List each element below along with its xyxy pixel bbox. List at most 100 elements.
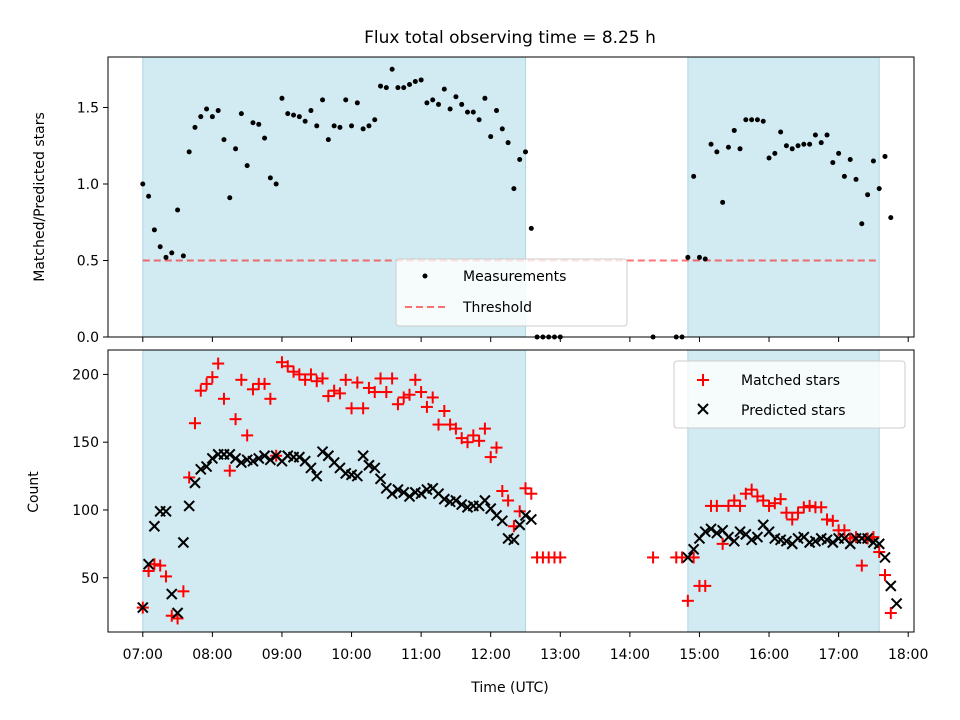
predicted-stars-point bbox=[728, 535, 740, 547]
matched-stars-point bbox=[728, 494, 741, 507]
matched-stars-point bbox=[449, 422, 462, 435]
matched-stars-point bbox=[281, 360, 294, 373]
matched-stars-point bbox=[681, 594, 694, 607]
matched-stars-point bbox=[304, 368, 317, 381]
matched-stars-point bbox=[351, 376, 364, 389]
measurement-point bbox=[807, 141, 813, 147]
ratio-y-tick-label: 0.5 bbox=[77, 253, 99, 269]
measurement-point bbox=[186, 149, 192, 155]
legend-matched-marker bbox=[697, 374, 709, 386]
count-y-axis-label: Count bbox=[26, 471, 42, 513]
matched-stars-point bbox=[310, 375, 323, 388]
matched-stars-point bbox=[763, 499, 776, 512]
matched-stars-point bbox=[467, 429, 480, 442]
predicted-stars-point bbox=[705, 523, 717, 535]
matched-stars-point bbox=[513, 505, 526, 518]
measurement-point bbox=[870, 158, 876, 164]
measurement-point bbox=[430, 97, 436, 103]
matched-stars-point bbox=[734, 499, 747, 512]
measurement-point bbox=[366, 123, 372, 129]
predicted-stars-point bbox=[496, 515, 509, 527]
matched-stars-point bbox=[844, 532, 857, 545]
measurement-point bbox=[354, 100, 360, 106]
x-tick-label: 11:00 bbox=[401, 647, 441, 663]
measurement-point bbox=[325, 137, 331, 143]
matched-stars-point bbox=[426, 391, 439, 404]
predicted-stars-point bbox=[166, 588, 178, 600]
matched-stars-point bbox=[699, 579, 712, 592]
matched-stars-point bbox=[142, 564, 155, 577]
matched-stars-point bbox=[502, 494, 515, 507]
matched-stars-point bbox=[716, 537, 729, 550]
predicted-stars-point bbox=[519, 509, 532, 522]
predicted-stars-point bbox=[479, 494, 491, 507]
measurement-point bbox=[505, 140, 511, 146]
measurement-point bbox=[714, 149, 720, 155]
count-y-tick-label: 50 bbox=[81, 571, 99, 587]
matched-stars-point bbox=[322, 390, 335, 403]
predicted-stars-point bbox=[253, 452, 265, 465]
measurement-point bbox=[737, 146, 743, 152]
matched-stars-point bbox=[519, 482, 532, 495]
measurement-point bbox=[180, 253, 186, 259]
measurement-point bbox=[140, 181, 146, 187]
matched-stars-point bbox=[206, 371, 219, 384]
measurement-point bbox=[522, 149, 528, 155]
measurement-point bbox=[766, 155, 772, 161]
measurement-point bbox=[836, 150, 842, 156]
matched-stars-point bbox=[357, 402, 370, 415]
measurement-point bbox=[343, 97, 349, 103]
measurement-point bbox=[685, 254, 691, 260]
matched-stars-point bbox=[177, 585, 190, 598]
matched-stars-point bbox=[159, 570, 172, 583]
matched-stars-point bbox=[884, 607, 897, 620]
predicted-stars-point bbox=[861, 532, 874, 545]
matched-stars-point bbox=[194, 384, 207, 397]
predicted-stars-point bbox=[229, 452, 242, 465]
predicted-stars-point bbox=[189, 477, 201, 489]
measurement-point bbox=[725, 144, 731, 150]
measurement-point bbox=[192, 124, 198, 130]
measurement-point bbox=[412, 78, 418, 84]
measurement-point bbox=[418, 77, 424, 83]
matched-stars-point bbox=[374, 372, 387, 385]
matched-stars-point bbox=[647, 551, 660, 564]
matched-stars-point bbox=[815, 501, 828, 514]
predicted-stars-point bbox=[363, 459, 375, 471]
measurement-point bbox=[830, 160, 836, 166]
predicted-stars-point bbox=[357, 450, 369, 462]
matched-stars-point bbox=[774, 493, 787, 506]
predicted-stars-point bbox=[809, 535, 822, 547]
matched-stars-point bbox=[380, 386, 393, 399]
matched-stars-point bbox=[264, 392, 277, 405]
predicted-stars-point bbox=[873, 538, 885, 550]
matched-stars-point bbox=[148, 558, 161, 571]
measurement-point bbox=[256, 121, 262, 127]
x-tick-label: 18:00 bbox=[888, 647, 928, 663]
matched-stars-point bbox=[792, 506, 805, 519]
measurement-point bbox=[708, 141, 714, 147]
measurement-point bbox=[175, 207, 181, 213]
predicted-stars-point bbox=[682, 551, 694, 564]
predicted-stars-point bbox=[780, 535, 793, 547]
predicted-stars-point bbox=[711, 527, 723, 539]
predicted-stars-point bbox=[351, 470, 364, 482]
predicted-stars-point bbox=[137, 601, 149, 614]
matched-stars-point bbox=[397, 391, 410, 404]
matched-stars-point bbox=[757, 494, 770, 507]
count-y-tick-label: 150 bbox=[72, 435, 99, 451]
matched-stars-point bbox=[710, 499, 723, 512]
measurement-point bbox=[320, 97, 326, 103]
predicted-stars-point bbox=[403, 490, 416, 503]
predicted-stars-point bbox=[369, 462, 381, 474]
matched-stars-point bbox=[299, 373, 312, 386]
measurement-point bbox=[441, 86, 447, 92]
matched-stars-point bbox=[154, 559, 167, 572]
predicted-stars-point bbox=[821, 534, 833, 546]
predicted-stars-point bbox=[195, 463, 207, 476]
predicted-stars-point bbox=[827, 536, 839, 549]
matched-stars-point bbox=[409, 373, 422, 386]
matched-stars-point bbox=[838, 524, 851, 537]
matched-stars-point bbox=[855, 559, 868, 572]
measurement-point bbox=[157, 244, 163, 250]
